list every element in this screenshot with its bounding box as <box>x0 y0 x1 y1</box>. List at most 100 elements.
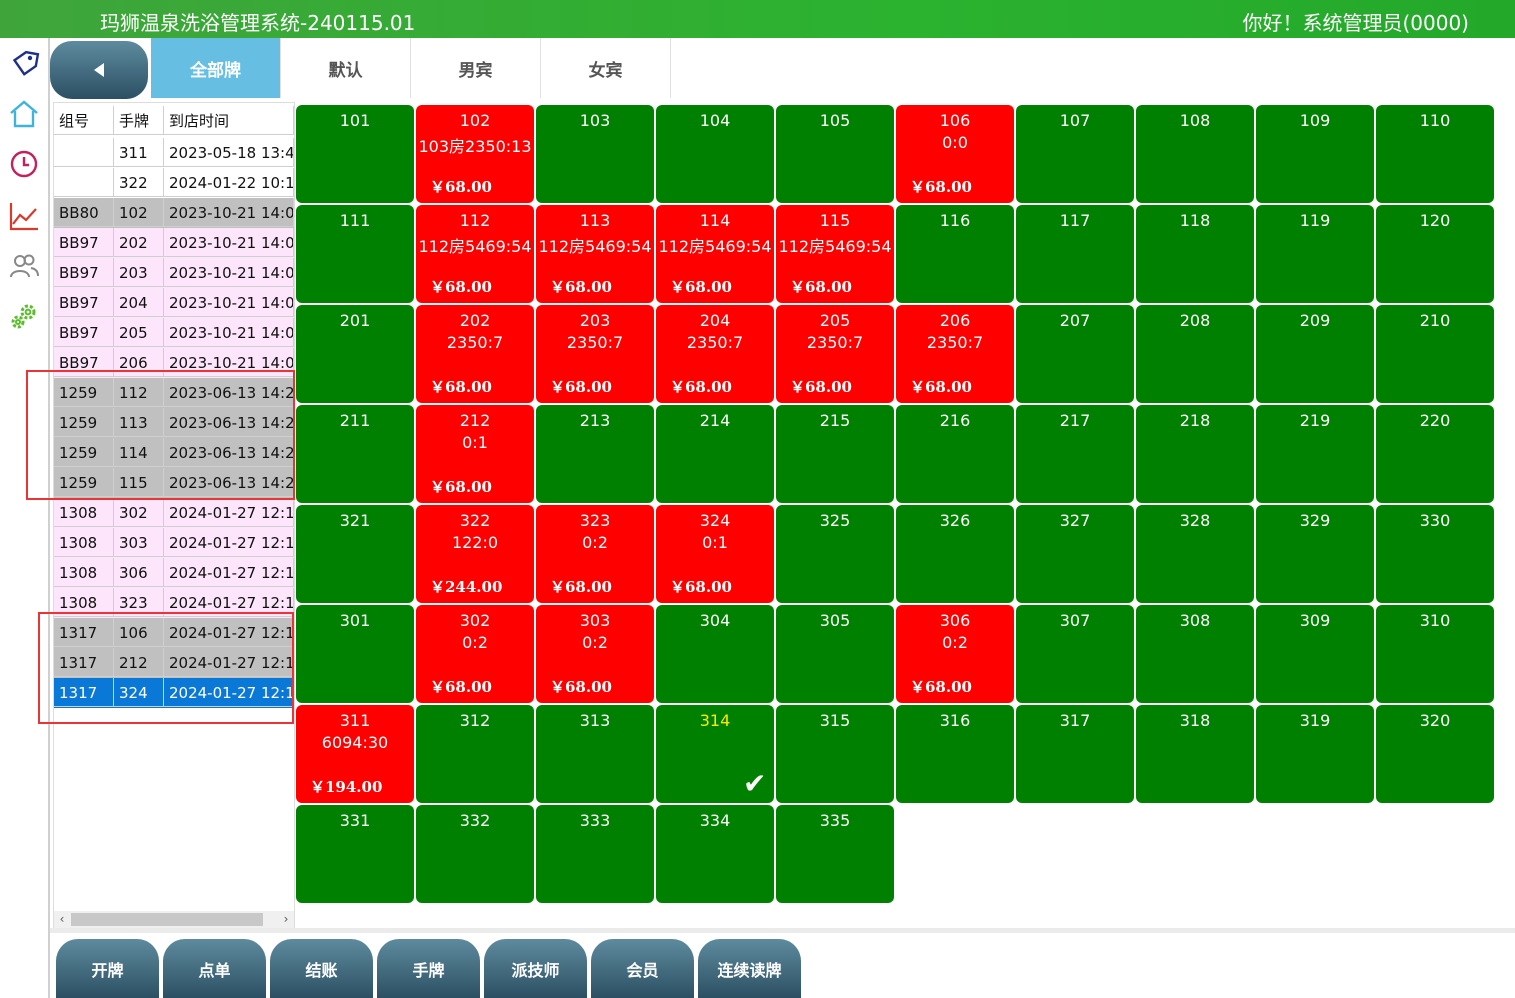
locker-card[interactable]: 106 0:0 ￥68.00 <box>896 105 1014 203</box>
locker-card[interactable]: 107 <box>1016 105 1134 203</box>
tab-3[interactable]: 女宾 <box>541 38 671 98</box>
locker-card[interactable]: 220 <box>1376 405 1494 503</box>
locker-card[interactable]: 213 <box>536 405 654 503</box>
list-row[interactable]: 1259 113 2023-06-13 14:21 <box>54 408 294 438</box>
locker-card[interactable]: 322 122:0 ￥244.00 <box>416 505 534 603</box>
list-row[interactable]: 1317 106 2024-01-27 12:15 <box>54 618 294 648</box>
locker-card[interactable]: 209 <box>1256 305 1374 403</box>
locker-card[interactable]: 310 <box>1376 605 1494 703</box>
list-row[interactable]: BB97 203 2023-10-21 14:09 <box>54 258 294 288</box>
back-button[interactable] <box>50 41 148 99</box>
list-row[interactable]: 1259 115 2023-06-13 14:21 <box>54 468 294 498</box>
list-row[interactable]: 1308 302 2024-01-27 12:14 <box>54 498 294 528</box>
locker-card[interactable]: 117 <box>1016 205 1134 303</box>
locker-card[interactable]: 303 0:2 ￥68.00 <box>536 605 654 703</box>
locker-card[interactable]: 332 <box>416 805 534 903</box>
locker-card[interactable]: 219 <box>1256 405 1374 503</box>
locker-card[interactable]: 302 0:2 ￥68.00 <box>416 605 534 703</box>
locker-card[interactable]: 306 0:2 ￥68.00 <box>896 605 1014 703</box>
locker-card[interactable]: 329 <box>1256 505 1374 603</box>
locker-card[interactable]: 211 <box>296 405 414 503</box>
list-row[interactable]: 1259 114 2023-06-13 14:21 <box>54 438 294 468</box>
locker-card[interactable]: 113 112房5469:54 ￥68.00 <box>536 205 654 303</box>
locker-card[interactable]: 318 <box>1136 705 1254 803</box>
tag-button[interactable]: 手牌 <box>377 939 480 998</box>
locker-card[interactable]: 210 <box>1376 305 1494 403</box>
list-row[interactable]: BB97 206 2023-10-21 14:09 <box>54 348 294 378</box>
list-row[interactable]: 1317 324 2024-01-27 12:15 <box>54 678 294 708</box>
locker-card[interactable]: 328 <box>1136 505 1254 603</box>
locker-card[interactable]: 319 <box>1256 705 1374 803</box>
locker-card[interactable]: 325 <box>776 505 894 603</box>
locker-card[interactable]: 114 112房5469:54 ￥68.00 <box>656 205 774 303</box>
assign-tech-button[interactable]: 派技师 <box>484 939 587 998</box>
locker-card[interactable]: 323 0:2 ￥68.00 <box>536 505 654 603</box>
locker-card[interactable]: 218 <box>1136 405 1254 503</box>
locker-card[interactable]: 331 <box>296 805 414 903</box>
locker-card[interactable]: 105 <box>776 105 894 203</box>
scroll-left-icon[interactable]: ‹ <box>59 912 65 926</box>
locker-card[interactable]: 320 <box>1376 705 1494 803</box>
locker-card[interactable]: 214 <box>656 405 774 503</box>
list-row[interactable]: 1317 212 2024-01-27 12:15 <box>54 648 294 678</box>
list-row[interactable]: 322 2024-01-22 10:16 <box>54 168 294 198</box>
clock-icon[interactable] <box>8 148 40 180</box>
locker-card[interactable]: 217 <box>1016 405 1134 503</box>
locker-card[interactable]: 314 ✔ <box>656 705 774 803</box>
list-row[interactable]: 311 2023-05-18 13:45 <box>54 138 294 168</box>
locker-card[interactable]: 101 <box>296 105 414 203</box>
locker-card[interactable]: 312 <box>416 705 534 803</box>
locker-card[interactable]: 309 <box>1256 605 1374 703</box>
list-row[interactable]: 1259 112 2023-06-13 14:21 <box>54 378 294 408</box>
users-icon[interactable] <box>8 250 40 282</box>
locker-card[interactable]: 206 2350:7 ￥68.00 <box>896 305 1014 403</box>
locker-card[interactable]: 110 <box>1376 105 1494 203</box>
locker-card[interactable]: 102 103房2350:13 ￥68.00 <box>416 105 534 203</box>
locker-card[interactable]: 108 <box>1136 105 1254 203</box>
locker-card[interactable]: 204 2350:7 ￥68.00 <box>656 305 774 403</box>
locker-card[interactable]: 202 2350:7 ￥68.00 <box>416 305 534 403</box>
locker-card[interactable]: 317 <box>1016 705 1134 803</box>
scroll-thumb[interactable] <box>71 913 263 926</box>
locker-card[interactable]: 330 <box>1376 505 1494 603</box>
locker-card[interactable]: 212 0:1 ￥68.00 <box>416 405 534 503</box>
locker-card[interactable]: 216 <box>896 405 1014 503</box>
locker-card[interactable]: 111 <box>296 205 414 303</box>
tab-1[interactable]: 默认 <box>281 38 411 98</box>
locker-card[interactable]: 316 <box>896 705 1014 803</box>
list-row[interactable]: BB97 204 2023-10-21 14:09 <box>54 288 294 318</box>
continuous-read-button[interactable]: 连续读牌 <box>698 939 801 998</box>
locker-card[interactable]: 313 <box>536 705 654 803</box>
member-button[interactable]: 会员 <box>591 939 694 998</box>
list-row[interactable]: BB97 202 2023-10-21 14:09 <box>54 228 294 258</box>
locker-card[interactable]: 112 112房5469:54 ￥68.00 <box>416 205 534 303</box>
home-icon[interactable] <box>8 98 40 130</box>
locker-card[interactable]: 104 <box>656 105 774 203</box>
locker-card[interactable]: 335 <box>776 805 894 903</box>
locker-card[interactable]: 326 <box>896 505 1014 603</box>
locker-card[interactable]: 327 <box>1016 505 1134 603</box>
locker-card[interactable]: 333 <box>536 805 654 903</box>
locker-card[interactable]: 308 <box>1136 605 1254 703</box>
locker-card[interactable]: 119 <box>1256 205 1374 303</box>
locker-card[interactable]: 116 <box>896 205 1014 303</box>
locker-card[interactable]: 324 0:1 ￥68.00 <box>656 505 774 603</box>
locker-card[interactable]: 115 112房5469:54 ￥68.00 <box>776 205 894 303</box>
locker-card[interactable]: 207 <box>1016 305 1134 403</box>
locker-card[interactable]: 311 6094:30 ￥194.00 <box>296 705 414 803</box>
locker-card[interactable]: 305 <box>776 605 894 703</box>
locker-card[interactable]: 307 <box>1016 605 1134 703</box>
chart-icon[interactable] <box>8 200 40 232</box>
locker-card[interactable]: 334 <box>656 805 774 903</box>
list-row[interactable]: BB80 102 2023-10-21 14:02 <box>54 198 294 228</box>
tab-2[interactable]: 男宾 <box>411 38 541 98</box>
locker-card[interactable]: 205 2350:7 ￥68.00 <box>776 305 894 403</box>
list-row[interactable]: BB97 205 2023-10-21 14:09 <box>54 318 294 348</box>
list-row[interactable]: 1308 306 2024-01-27 12:14 <box>54 558 294 588</box>
locker-card[interactable]: 109 <box>1256 105 1374 203</box>
tag-icon[interactable] <box>8 48 40 80</box>
locker-card[interactable]: 120 <box>1376 205 1494 303</box>
gears-icon[interactable] <box>8 300 40 332</box>
checkout-button[interactable]: 结账 <box>270 939 373 998</box>
list-row[interactable]: 1308 303 2024-01-27 12:14 <box>54 528 294 558</box>
